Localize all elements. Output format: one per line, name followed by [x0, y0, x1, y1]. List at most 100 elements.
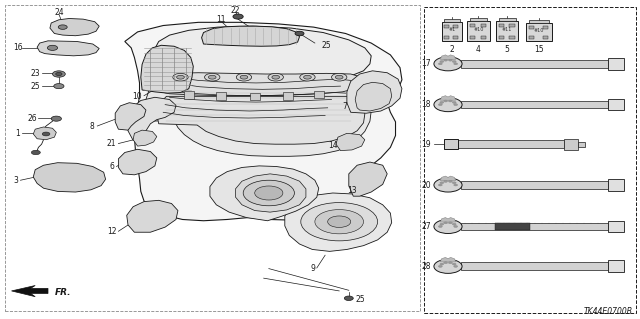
Text: 8: 8: [90, 122, 95, 130]
Bar: [444, 139, 458, 149]
Circle shape: [440, 61, 444, 63]
Text: 28: 28: [421, 262, 431, 271]
Circle shape: [303, 75, 311, 79]
Bar: [481, 24, 486, 27]
Circle shape: [444, 100, 447, 102]
Polygon shape: [33, 127, 56, 140]
Circle shape: [444, 222, 447, 224]
Polygon shape: [210, 166, 319, 221]
Circle shape: [454, 63, 458, 65]
Circle shape: [177, 75, 184, 79]
Circle shape: [272, 75, 280, 79]
Circle shape: [301, 203, 378, 241]
Polygon shape: [336, 133, 365, 151]
Bar: [608, 221, 624, 232]
Text: 9: 9: [310, 264, 315, 273]
Circle shape: [454, 265, 458, 267]
Text: 19: 19: [421, 140, 431, 149]
Circle shape: [344, 296, 353, 300]
Bar: [283, 92, 293, 100]
Polygon shape: [12, 286, 48, 297]
Text: #10: #10: [473, 26, 484, 32]
Text: 27: 27: [421, 222, 431, 231]
Bar: [470, 18, 487, 21]
Polygon shape: [141, 45, 193, 93]
Circle shape: [444, 181, 447, 182]
Circle shape: [173, 73, 188, 81]
Polygon shape: [202, 26, 300, 46]
Circle shape: [452, 263, 456, 265]
Bar: [499, 18, 516, 21]
Text: 15: 15: [534, 45, 544, 54]
Bar: [470, 36, 475, 39]
Bar: [444, 19, 460, 22]
Circle shape: [47, 45, 58, 50]
Text: 26: 26: [27, 114, 37, 122]
Circle shape: [58, 25, 67, 29]
Text: 16: 16: [13, 43, 23, 52]
Bar: [453, 36, 458, 39]
Polygon shape: [118, 149, 157, 175]
Bar: [444, 36, 449, 39]
Text: 21: 21: [107, 139, 116, 148]
Circle shape: [328, 216, 351, 227]
Bar: [461, 101, 608, 108]
Text: TK44E0700B: TK44E0700B: [583, 307, 632, 315]
Circle shape: [438, 104, 442, 106]
Circle shape: [233, 14, 243, 19]
Text: 14: 14: [328, 141, 338, 150]
Circle shape: [449, 222, 452, 224]
Bar: [529, 36, 534, 39]
Circle shape: [243, 180, 294, 206]
Circle shape: [438, 63, 442, 65]
Bar: [470, 24, 475, 27]
Bar: [543, 26, 548, 29]
Polygon shape: [50, 19, 99, 36]
Bar: [442, 22, 462, 41]
Polygon shape: [440, 96, 456, 100]
Circle shape: [449, 100, 452, 102]
Text: 24: 24: [54, 8, 64, 17]
Circle shape: [268, 73, 284, 81]
Polygon shape: [440, 218, 456, 222]
Bar: [424, 7, 636, 313]
Text: 10: 10: [132, 92, 142, 101]
Circle shape: [449, 181, 452, 182]
Circle shape: [444, 59, 447, 61]
Bar: [461, 181, 608, 189]
Polygon shape: [347, 71, 402, 113]
Text: 13: 13: [348, 186, 357, 195]
Text: 25: 25: [30, 82, 40, 91]
Text: 3: 3: [13, 176, 19, 185]
Circle shape: [434, 219, 462, 234]
Bar: [509, 36, 515, 39]
Circle shape: [440, 101, 444, 103]
Polygon shape: [115, 103, 146, 130]
Bar: [458, 140, 564, 148]
Circle shape: [315, 210, 364, 234]
Text: 23: 23: [30, 69, 40, 78]
Bar: [250, 93, 260, 100]
Bar: [444, 25, 449, 28]
Circle shape: [454, 184, 458, 186]
Circle shape: [205, 73, 220, 81]
Bar: [578, 142, 586, 146]
Text: 20: 20: [421, 181, 431, 189]
Text: FR.: FR.: [54, 288, 71, 297]
Text: #10: #10: [534, 28, 544, 33]
Text: 11: 11: [216, 15, 225, 24]
Text: 6: 6: [109, 162, 114, 171]
Bar: [453, 25, 458, 28]
Polygon shape: [440, 257, 456, 262]
Circle shape: [434, 259, 462, 273]
Circle shape: [438, 184, 442, 186]
Polygon shape: [285, 193, 392, 251]
Circle shape: [440, 182, 444, 184]
Polygon shape: [440, 55, 456, 59]
Circle shape: [454, 104, 458, 106]
Polygon shape: [236, 174, 306, 212]
Text: 5: 5: [505, 45, 509, 54]
Circle shape: [31, 150, 40, 155]
Circle shape: [54, 84, 64, 89]
Circle shape: [452, 182, 456, 184]
